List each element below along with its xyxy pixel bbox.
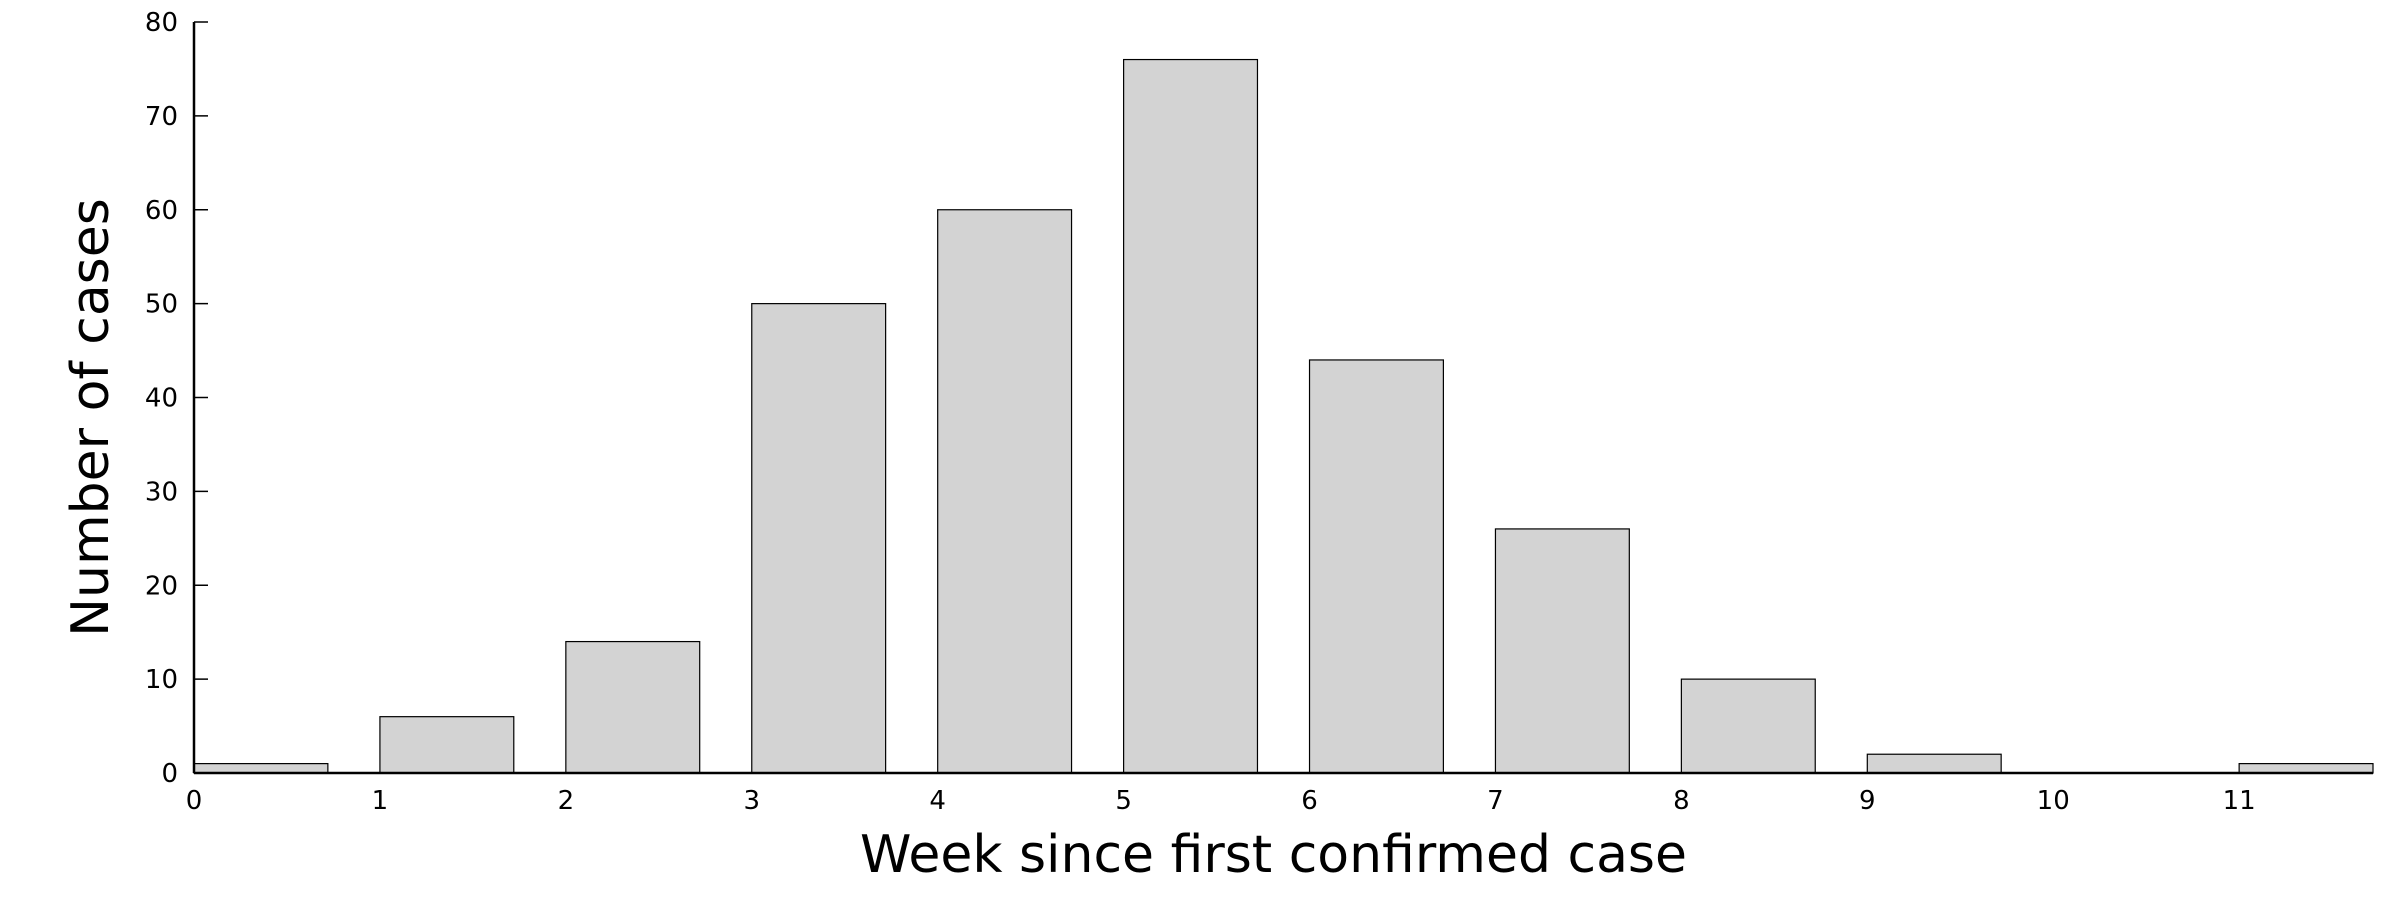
y-tick-label: 30 (145, 477, 178, 507)
bar-week-1 (379, 716, 515, 774)
x-tick-label: 10 (2037, 786, 2070, 816)
y-tick-label: 20 (145, 571, 178, 601)
x-tick-label: 7 (1487, 786, 1504, 816)
bar-week-6 (1308, 359, 1444, 774)
x-tick-label: 0 (186, 786, 203, 816)
bar-week-5 (1123, 58, 1259, 774)
x-tick-label: 2 (558, 786, 575, 816)
x-axis-title: Week since first confirmed case (860, 825, 1687, 885)
y-tick-label: 10 (145, 665, 178, 695)
x-tick-label: 5 (1115, 786, 1132, 816)
x-tick-label: 3 (743, 786, 760, 816)
axes-group (192, 22, 2373, 775)
x-tick-label: 1 (372, 786, 389, 816)
bar-week-9 (1866, 753, 2002, 774)
x-tick-label: 8 (1673, 786, 1690, 816)
y-tick-label: 50 (145, 290, 178, 320)
bar-week-4 (937, 209, 1073, 774)
y-axis-title: Number of cases (61, 198, 121, 637)
x-tick-label: 11 (2223, 786, 2256, 816)
y-tick-label: 0 (161, 759, 178, 789)
y-tick-label: 60 (145, 196, 178, 226)
bars-group (193, 58, 2374, 774)
bar-week-2 (565, 640, 701, 774)
bar-week-11 (2238, 763, 2374, 774)
y-tick-label: 40 (145, 384, 178, 414)
x-tick-label: 4 (929, 786, 946, 816)
y-ticks-group: 0 10 20 30 40 50 60 70 80 (145, 8, 208, 789)
x-tick-label: 6 (1301, 786, 1318, 816)
bar-week-8 (1680, 678, 1816, 774)
y-tick-label: 80 (145, 8, 178, 38)
bar-week-0 (193, 763, 329, 774)
bar-week-7 (1494, 528, 1630, 774)
x-ticks-group: 0 1 2 3 4 5 6 7 8 9 10 11 (186, 786, 2256, 816)
bar-week-3 (751, 303, 887, 774)
x-tick-label: 9 (1859, 786, 1876, 816)
y-tick-label: 70 (145, 102, 178, 132)
